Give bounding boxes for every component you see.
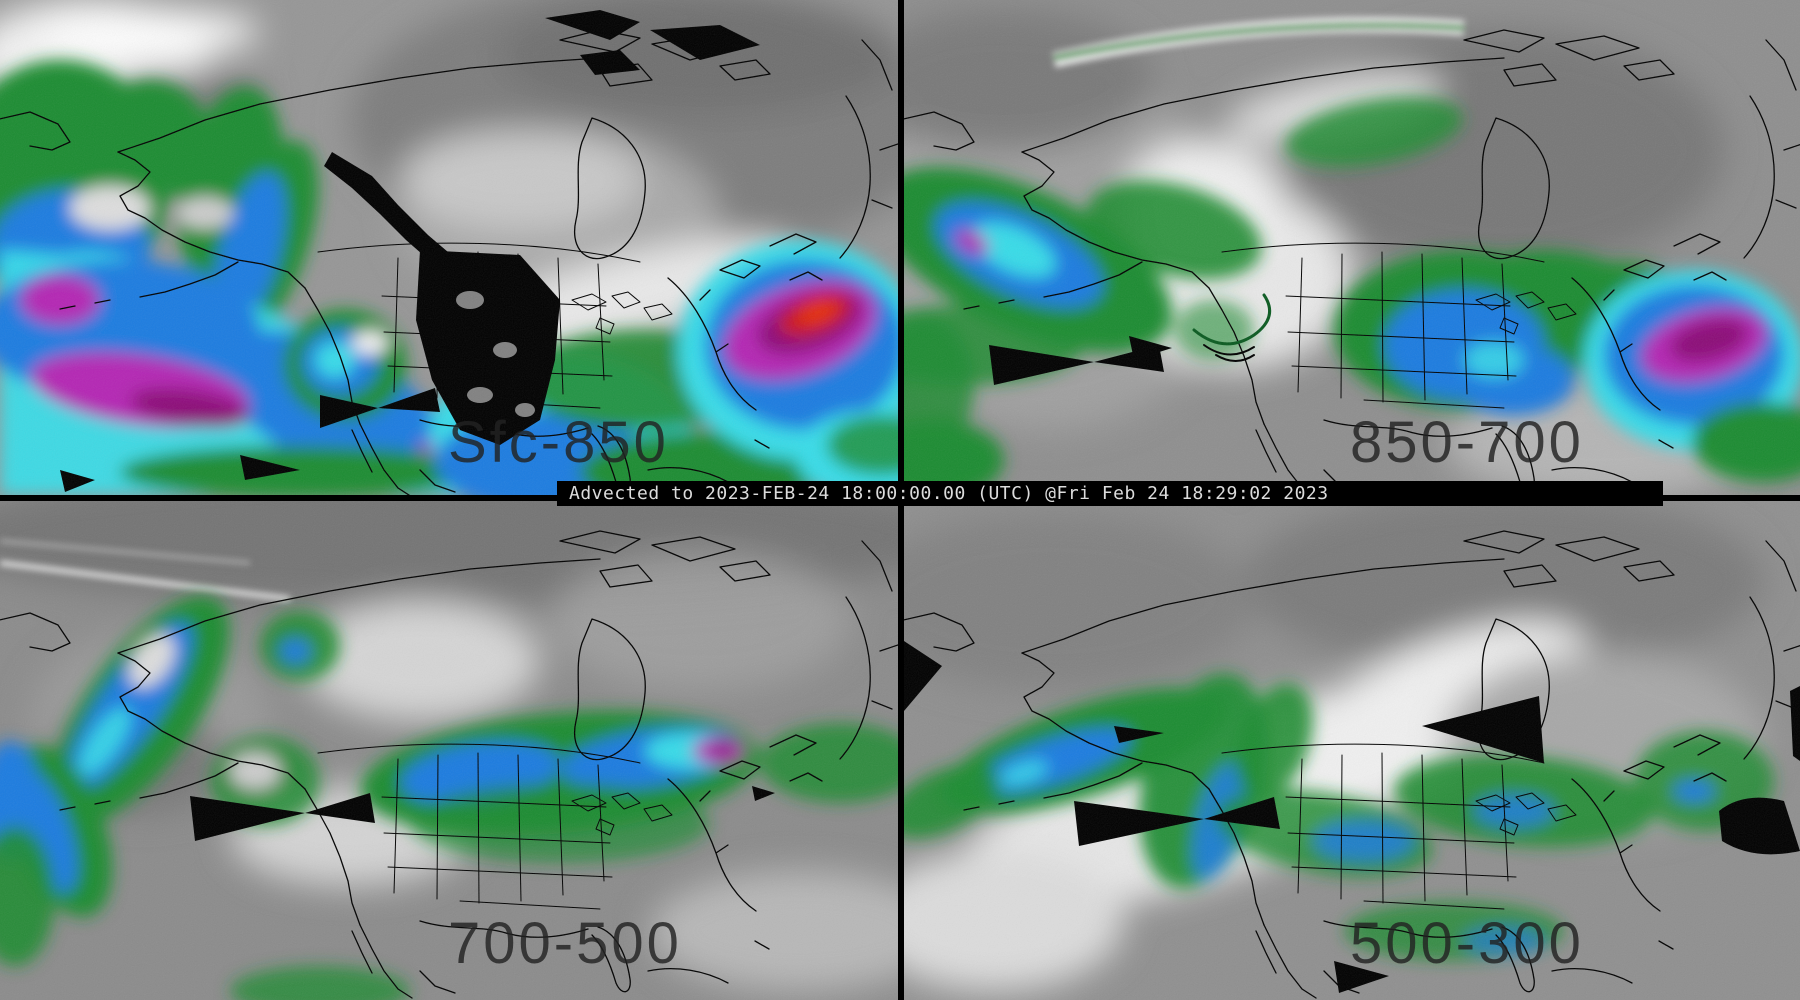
status-bar-text: Advected to 2023-FEB-24 18:00:00.00 (UTC…: [569, 483, 1329, 504]
map-image-500-300: 500-300: [904, 501, 1800, 1000]
panel-sfc-850: Sfc-850: [0, 0, 898, 495]
panel-label-850-700: 850-700: [1350, 410, 1584, 475]
panel-label-500-300: 500-300: [1350, 911, 1584, 976]
panel-label-700-500: 700-500: [448, 911, 682, 976]
panel-850-700: 850-700: [904, 0, 1800, 495]
panel-500-300: 500-300: [904, 501, 1800, 1000]
panel-label-sfc-850: Sfc-850: [448, 410, 669, 475]
map-image-850-700: 850-700: [904, 0, 1800, 495]
map-image-700-500: 700-500: [0, 501, 898, 1000]
status-bar: Advected to 2023-FEB-24 18:00:00.00 (UTC…: [557, 481, 1663, 506]
panel-700-500: 700-500: [0, 501, 898, 1000]
map-image-sfc-850: Sfc-850: [0, 0, 898, 495]
